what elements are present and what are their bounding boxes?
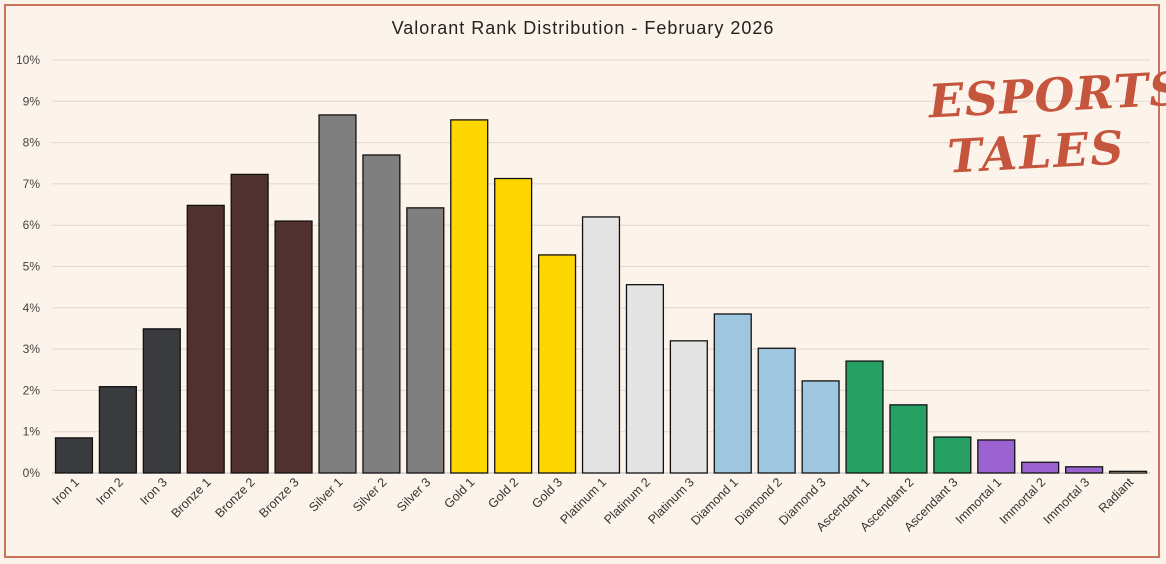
bar-bronze-3 (274, 220, 313, 474)
y-tick-label: 3% (23, 342, 41, 356)
bar-ascendant-1 (845, 360, 884, 474)
x-tick-label: Bronze 2 (212, 475, 257, 520)
bar-gold-1 (450, 119, 489, 474)
bar-gold-2 (494, 177, 533, 474)
bar-silver-2 (362, 154, 401, 474)
x-tick-label: Silver 2 (350, 475, 389, 514)
bar-silver-3 (406, 207, 445, 474)
esports-tales-logo: ESPORTS TALES (927, 61, 1166, 186)
x-tick-label: Iron 1 (50, 475, 83, 508)
x-tick-label: Iron 3 (137, 475, 170, 508)
x-tick-label: Platinum 1 (557, 475, 609, 527)
x-tick-label: Bronze 1 (169, 475, 214, 520)
bar-bronze-1 (186, 204, 225, 474)
logo-line-2: TALES (946, 120, 1127, 184)
y-tick-label: 9% (23, 94, 41, 108)
chart-title: Valorant Rank Distribution - February 20… (391, 18, 775, 38)
x-tick-label: Immortal 1 (953, 475, 1005, 527)
bar-ascendant-3 (933, 436, 972, 474)
x-tick-label: Silver 3 (394, 475, 433, 514)
bar-bronze-2 (230, 173, 269, 474)
x-tick-label: Platinum 2 (601, 475, 653, 527)
y-tick-label: 2% (23, 383, 41, 397)
bar-immortal-2 (1021, 461, 1060, 474)
bar-platinum-2 (625, 284, 665, 474)
bar-diamond-2 (757, 347, 796, 474)
y-tick-label: 4% (23, 301, 41, 315)
x-tick-label: Gold 3 (529, 475, 565, 511)
bar-platinum-3 (669, 340, 708, 474)
bar-diamond-1 (713, 313, 752, 474)
x-tick-label: Immortal 2 (997, 475, 1049, 527)
y-tick-label: 7% (23, 177, 41, 191)
y-tick-label: 6% (23, 218, 41, 232)
bar-ascendant-2 (889, 404, 928, 474)
x-tick-label: Gold 1 (441, 475, 477, 511)
bar-radiant (1108, 470, 1148, 474)
x-tick-label: Silver 1 (306, 475, 345, 514)
bar-iron-1 (54, 437, 94, 474)
y-tick-label: 1% (23, 425, 41, 439)
x-tick-label: Immortal 3 (1041, 475, 1093, 527)
bar-iron-2 (98, 386, 137, 474)
bar-silver-1 (318, 114, 357, 474)
bar-immortal-3 (1065, 466, 1104, 474)
x-tick-label: Bronze 3 (256, 475, 301, 520)
bar-immortal-1 (977, 439, 1016, 474)
bar-platinum-1 (581, 216, 621, 474)
y-tick-label: 8% (23, 136, 41, 150)
x-tick-label: Iron 2 (93, 475, 126, 508)
bar-iron-3 (142, 328, 181, 474)
x-tick-label: Radiant (1096, 475, 1137, 516)
bar-gold-3 (537, 254, 577, 474)
y-tick-label: 5% (23, 260, 41, 274)
y-tick-label: 10% (16, 53, 40, 67)
y-tick-label: 0% (23, 466, 41, 480)
bar-diamond-3 (801, 380, 840, 474)
x-tick-label: Gold 2 (485, 475, 521, 511)
